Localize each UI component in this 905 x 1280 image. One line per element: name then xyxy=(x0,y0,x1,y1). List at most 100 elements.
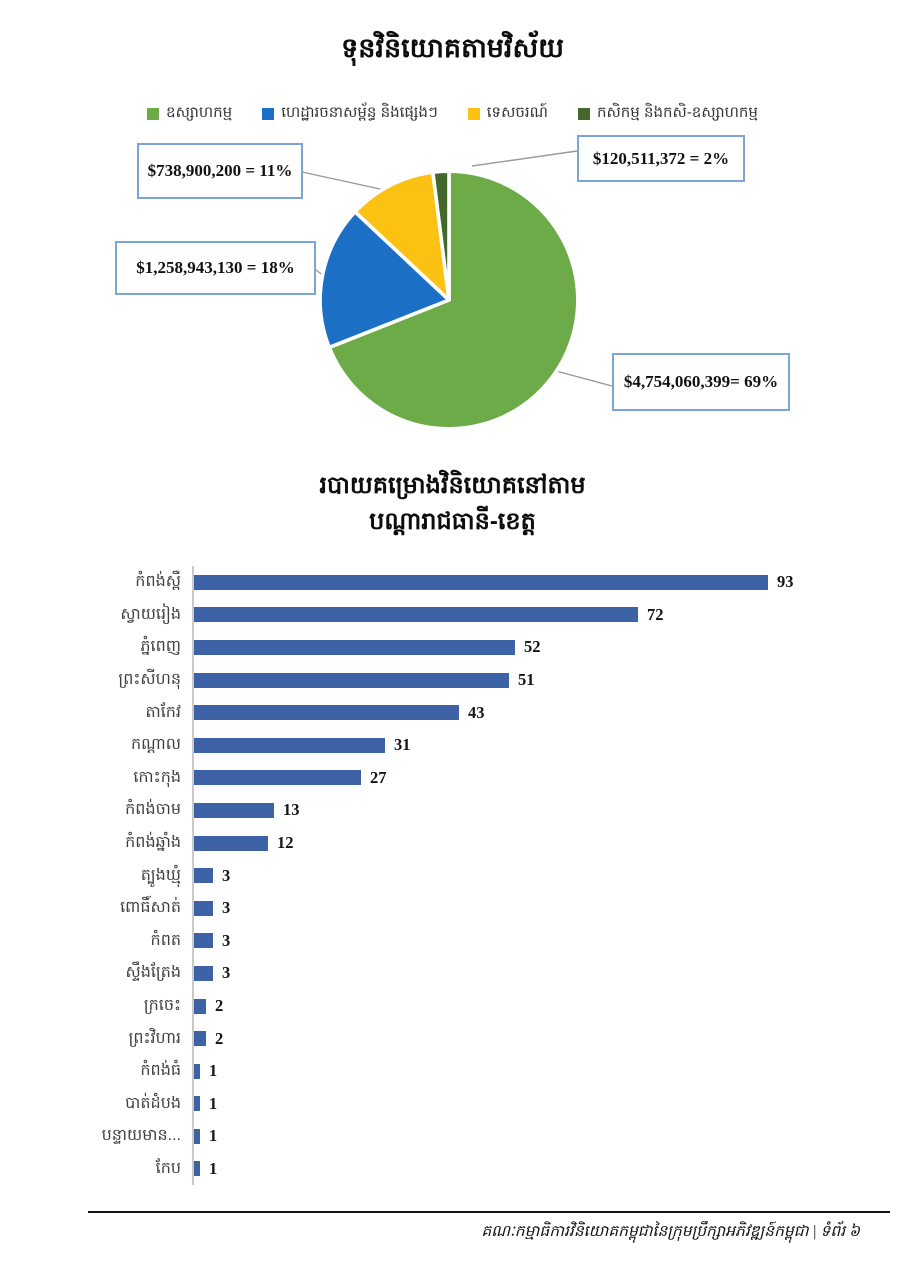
bar-value-label: 2 xyxy=(215,1028,224,1048)
bar-value-label: 3 xyxy=(222,898,231,918)
bar xyxy=(194,639,515,655)
bar-track: 1 xyxy=(192,1152,848,1186)
bar-track: 51 xyxy=(192,663,848,697)
callout-agriculture: $120,511,372 = 2% xyxy=(577,135,745,182)
legend-swatch-icon xyxy=(262,108,275,120)
bar-row: បន្ទាយមាន... 1 xyxy=(88,1120,848,1153)
bar-chart-title-line1: របាយគម្រោងវិនិយោគនៅតាម xyxy=(319,472,586,499)
bar-row: កណ្តាល 31 xyxy=(88,728,848,762)
bar-chart-title: របាយគម្រោងវិនិយោគនៅតាម បណ្តារាជធានី-ខេត្… xyxy=(0,468,905,540)
bar xyxy=(194,672,509,688)
legend-item-infrastructure: ហេដ្ឋារចនាសម្ព័ន្ធ និងផ្សេងៗ xyxy=(262,103,438,125)
bar-track: 72 xyxy=(192,598,848,632)
bar-value-label: 3 xyxy=(222,930,231,950)
footer-rule xyxy=(88,1211,890,1213)
bar-track: 3 xyxy=(192,924,848,958)
bar-value-label: 13 xyxy=(283,800,300,820)
category-label: ព្រះវិហារ xyxy=(128,1029,181,1047)
category-label: កែប xyxy=(155,1159,181,1177)
category-label: ត្បូងឃ្មុំ xyxy=(140,866,181,884)
legend-label: ឧស្សាហកម្ម xyxy=(166,104,233,121)
bar-row: ព្រះសីហនុ 51 xyxy=(88,663,848,697)
category-label: កណ្តាល xyxy=(131,736,181,754)
bar-track: 27 xyxy=(192,761,848,795)
bar-chart-title-line2: បណ្តារាជធានី-ខេត្ត xyxy=(369,508,536,535)
pie-chart-title: ទុនវិនិយោគតាមវិស័យ xyxy=(341,33,564,63)
bar-row: ព្រះវិហារ 2 xyxy=(88,1022,848,1055)
category-label: កំពត xyxy=(150,931,181,949)
pie-legend: ឧស្សាហកម្ម ហេដ្ឋារចនាសម្ព័ន្ធ និងផ្សេងៗ … xyxy=(0,103,905,125)
pie-slice-3 xyxy=(353,170,451,302)
bar-track: 1 xyxy=(192,1087,848,1121)
bar-row: តាកែវ 43 xyxy=(88,696,848,729)
bar-track: 13 xyxy=(192,794,848,827)
bar-value-label: 1 xyxy=(209,1158,218,1178)
bar xyxy=(194,802,274,818)
bar-track: 3 xyxy=(192,859,848,892)
legend-label: កសិកម្ម និងកសិ-ឧស្សាហកម្ម xyxy=(596,104,758,121)
bar-row: កំពង់ស្ពឺ 93 xyxy=(88,566,848,599)
bar-value-label: 2 xyxy=(215,996,224,1016)
bar-row: កំពង់ឆ្នាំង 12 xyxy=(88,826,848,860)
bar-row: ត្បូងឃ្មុំ 3 xyxy=(88,859,848,892)
bar xyxy=(194,998,206,1014)
legend-swatch-icon xyxy=(577,108,590,120)
bar xyxy=(194,965,213,981)
bar-value-label: 3 xyxy=(222,963,231,983)
bar-value-label: 1 xyxy=(209,1061,218,1081)
bar xyxy=(194,1063,200,1079)
legend-label: ហេដ្ឋារចនាសម្ព័ន្ធ និងផ្សេងៗ xyxy=(281,104,438,121)
bar-track: 12 xyxy=(192,826,848,860)
category-label: ស្ទឹងត្រែង xyxy=(125,964,181,982)
bar-track: 1 xyxy=(192,1054,848,1088)
bar xyxy=(194,1161,200,1177)
callout-infrastructure: $1,258,943,130 = 18% xyxy=(115,241,316,295)
bar-value-label: 43 xyxy=(468,702,485,722)
bar-track: 43 xyxy=(192,696,848,729)
bar-row: កំពង់ចាម 13 xyxy=(88,794,848,827)
bar xyxy=(194,574,768,590)
bar xyxy=(194,705,459,721)
bar-row: ភ្នំពេញ 52 xyxy=(88,631,848,664)
category-label: កោះកុង xyxy=(133,768,181,786)
bar xyxy=(194,933,213,949)
category-label: កំពង់ធំ xyxy=(140,1062,181,1080)
footer-text: គណៈកម្មាធិការវិនិយោគកម្ពុជានៃក្រុមប្រឹក្… xyxy=(481,1223,860,1240)
bar xyxy=(194,607,638,623)
legend-item-industry: ឧស្សាហកម្ម xyxy=(147,103,232,125)
pie-slice-2 xyxy=(318,210,451,350)
bar-track: 2 xyxy=(192,989,848,1023)
bar xyxy=(194,737,385,753)
bar-track: 52 xyxy=(192,631,848,664)
category-label: ភ្នំពេញ xyxy=(140,638,181,656)
bar-value-label: 93 xyxy=(777,572,794,592)
bar-track: 3 xyxy=(192,891,848,925)
bar-value-label: 1 xyxy=(209,1126,218,1146)
bar-row: កំពង់ធំ 1 xyxy=(88,1054,848,1088)
category-label: បន្ទាយមាន... xyxy=(101,1127,181,1145)
bar-row: បាត់ដំបង 1 xyxy=(88,1087,848,1121)
legend-swatch-icon xyxy=(147,108,160,120)
bar xyxy=(194,1096,200,1112)
category-label: កំពង់ឆ្នាំង xyxy=(125,834,181,852)
category-label: ពោធិ៍សាត់ xyxy=(120,899,181,917)
bar-value-label: 52 xyxy=(524,637,541,657)
category-label: កំពង់ចាម xyxy=(125,801,181,819)
bar-value-label: 3 xyxy=(222,865,231,885)
category-label: បាត់ដំបង xyxy=(125,1094,181,1112)
category-label: ព្រះសីហនុ xyxy=(118,671,181,689)
bar xyxy=(194,900,213,916)
bar-value-label: 27 xyxy=(370,767,387,787)
bar-track: 2 xyxy=(192,1022,848,1055)
bar-value-label: 1 xyxy=(209,1093,218,1113)
bar-row: កែប 1 xyxy=(88,1152,848,1186)
pie-slice-1 xyxy=(327,169,580,431)
bar-chart: កំពង់ស្ពឺ 93 ស្វាយរៀង 72 ភ្នំពេញ 52 ព្រះសីហនុ 5… xyxy=(88,566,848,1186)
bar xyxy=(194,1031,206,1047)
bar-value-label: 12 xyxy=(277,833,294,853)
legend-label: ទេសចរណ៍ xyxy=(486,104,548,121)
legend-item-tourism: ទេសចរណ៍ xyxy=(467,103,548,125)
legend-swatch-icon xyxy=(467,108,480,120)
category-label: ស្វាយរៀង xyxy=(120,605,181,623)
